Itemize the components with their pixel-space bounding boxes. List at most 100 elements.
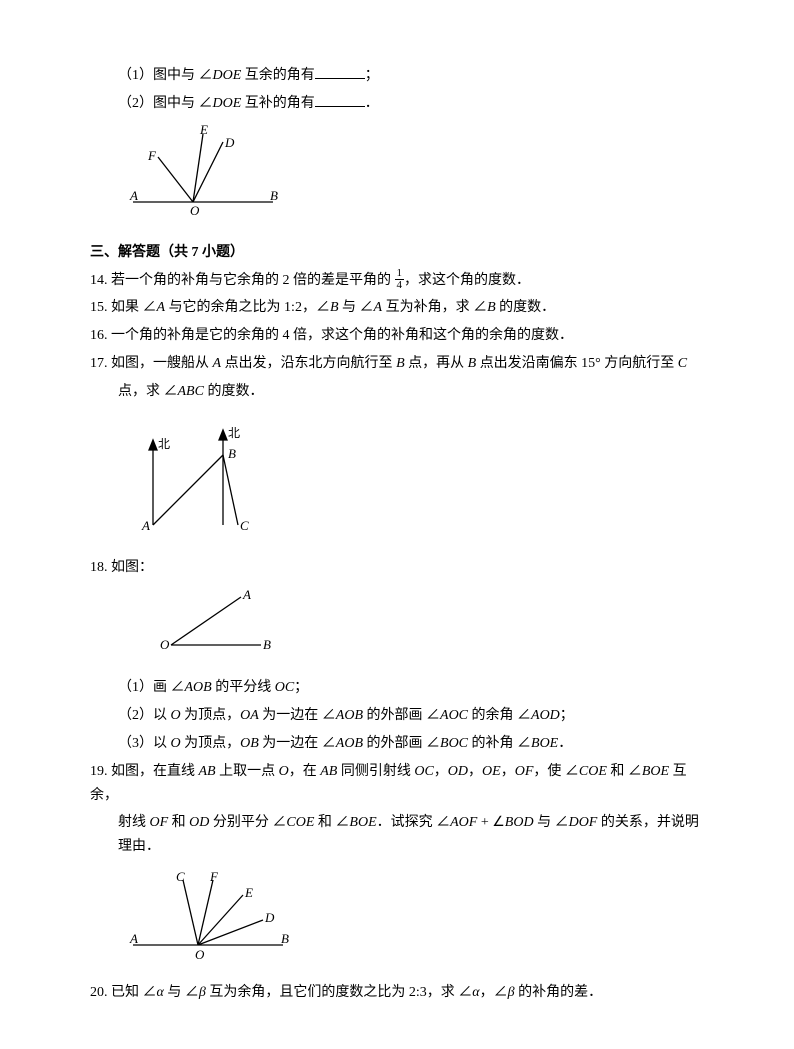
var: AOD: [531, 708, 560, 723]
text: 上取一点: [216, 764, 279, 779]
text: 点出发沿南偏东 15° 方向航行至: [476, 356, 678, 371]
var: B: [330, 300, 339, 315]
var: AOB: [336, 736, 363, 751]
q18-head: 18. 如图：: [90, 556, 704, 580]
text: 的度数．: [496, 300, 556, 315]
figure-13: A O B D E F: [118, 122, 704, 217]
text: ，求这个角的度数．: [404, 273, 530, 288]
text: ，使 ∠: [533, 764, 579, 779]
text: 与 ∠: [164, 985, 199, 1000]
text: 19. 如图，在直线: [90, 764, 199, 779]
text: 点，求 ∠: [118, 384, 178, 399]
text: 点出发，沿东北方向航行至: [221, 356, 396, 371]
label-E: E: [199, 122, 208, 137]
label-D: D: [264, 910, 275, 925]
text: 的平分线: [212, 680, 275, 695]
var: OF: [515, 764, 534, 779]
text: ．试探究 ∠: [377, 815, 451, 830]
text: （1）图中与 ∠: [118, 68, 213, 83]
var: OD: [448, 764, 468, 779]
text: 和 ∠: [314, 815, 349, 830]
text: （2）图中与 ∠: [118, 96, 213, 111]
var: O: [171, 736, 181, 751]
figure-18: O A B: [146, 585, 704, 660]
label-B: B: [263, 637, 271, 652]
q14: 14. 若一个角的补角与它余角的 2 倍的差是平角的 14，求这个角的度数．: [90, 269, 704, 293]
label-north2: 北: [228, 426, 240, 440]
var: OD: [189, 815, 209, 830]
figure-19: A O B C F E D: [118, 865, 704, 965]
q13-line2: （2）图中与 ∠DOE 互补的角有．: [90, 92, 704, 116]
angle-name: DOE: [213, 96, 242, 111]
text: 的补角 ∠: [468, 736, 531, 751]
text: 的补角的差．: [515, 985, 603, 1000]
var: AB: [199, 764, 216, 779]
var: B: [468, 356, 477, 371]
text: ；: [365, 68, 379, 83]
text: 的外部画 ∠: [363, 708, 440, 723]
text: ，: [501, 764, 515, 779]
label-A: A: [129, 188, 138, 203]
fraction: 14: [395, 268, 405, 291]
text: 射线: [118, 815, 150, 830]
var: OC: [275, 680, 294, 695]
var: α: [157, 985, 164, 1000]
text: ，: [468, 764, 482, 779]
text: 和: [168, 815, 189, 830]
q17-line1: 17. 如图，一艘船从 A 点出发，沿东北方向航行至 B 点，再从 B 点出发沿…: [90, 352, 704, 376]
q15: 15. 如果 ∠A 与它的余角之比为 1:2，∠B 与 ∠A 互为补角，求 ∠B…: [90, 296, 704, 320]
text: ；: [560, 708, 574, 723]
var: OB: [240, 736, 259, 751]
var: β: [199, 985, 206, 1000]
var: O: [279, 764, 289, 779]
label-B: B: [281, 931, 289, 946]
label-F: F: [147, 148, 157, 163]
var: OE: [482, 764, 501, 779]
label-F: F: [209, 869, 219, 884]
text: ；: [294, 680, 308, 695]
label-B: B: [228, 446, 236, 461]
label-O: O: [195, 947, 205, 962]
var: BOC: [440, 736, 468, 751]
text: 的余角 ∠: [468, 708, 531, 723]
label-C: C: [240, 518, 249, 533]
text: 为顶点，: [181, 736, 241, 751]
q18-1: （1）画 ∠AOB 的平分线 OC；: [90, 676, 704, 700]
var: OF: [150, 815, 169, 830]
q18-3: （3）以 O 为顶点，OB 为一边在 ∠AOB 的外部画 ∠BOC 的补角 ∠B…: [90, 732, 704, 756]
label-A: A: [129, 931, 138, 946]
var: AOB: [336, 708, 363, 723]
blank: [315, 92, 365, 107]
text: 和 ∠: [607, 764, 642, 779]
text: 同侧引射线: [337, 764, 414, 779]
label-A: A: [141, 518, 150, 533]
text: （1）画 ∠: [118, 680, 185, 695]
text: ，在: [289, 764, 321, 779]
var: AB: [320, 764, 337, 779]
var: α: [472, 985, 479, 1000]
var: DOF: [569, 815, 598, 830]
var: C: [678, 356, 687, 371]
label-north1: 北: [158, 437, 170, 451]
text: + ∠: [477, 815, 504, 830]
figure-17: 北 北 A B C: [118, 410, 704, 540]
label-O: O: [160, 637, 170, 652]
text: 为一边在 ∠: [259, 736, 336, 751]
var: A: [374, 300, 383, 315]
var: B: [396, 356, 405, 371]
var: BOE: [349, 815, 376, 830]
text: 分别平分 ∠: [209, 815, 286, 830]
text: 与 ∠: [534, 815, 569, 830]
label-A: A: [242, 587, 251, 602]
angle-name: DOE: [213, 68, 242, 83]
text: 17. 如图，一艘船从: [90, 356, 213, 371]
q19-line2: 射线 OF 和 OD 分别平分 ∠COE 和 ∠BOE．试探究 ∠AOF + ∠…: [90, 811, 704, 859]
page: （1）图中与 ∠DOE 互余的角有； （2）图中与 ∠DOE 互补的角有． A …: [0, 0, 794, 1049]
label-O: O: [190, 203, 200, 217]
q18-2: （2）以 O 为顶点，OA 为一边在 ∠AOB 的外部画 ∠AOC 的余角 ∠A…: [90, 704, 704, 728]
blank: [315, 64, 365, 79]
text: 互为补角，求 ∠: [382, 300, 487, 315]
text: ，∠: [480, 985, 508, 1000]
var: COE: [286, 815, 314, 830]
var: OC: [414, 764, 433, 779]
